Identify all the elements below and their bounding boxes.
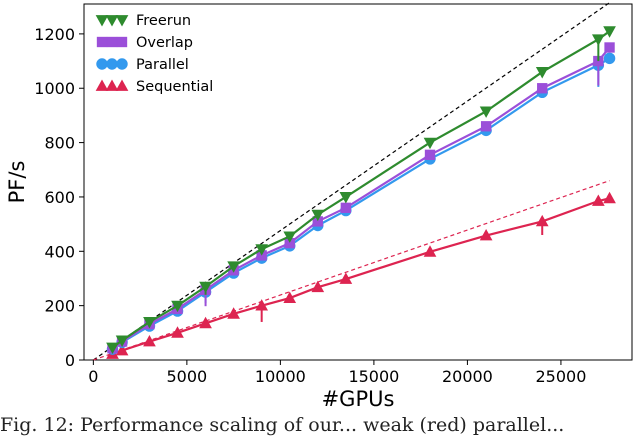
data-point-overlap: [340, 202, 352, 213]
legend-marker: [95, 15, 109, 27]
data-point-freerun: [171, 300, 184, 313]
legend: Freerun Overlap Parallel Sequential: [95, 13, 213, 95]
legend-marker: [106, 36, 118, 48]
data-point-freerun: [106, 342, 119, 355]
data-point-freerun: [423, 137, 437, 150]
series-parallel: [106, 52, 616, 355]
y-tick-label: 1000: [34, 79, 75, 98]
legend-marker: [95, 79, 109, 91]
y-tick-label: 0: [65, 351, 75, 370]
data-point-sequential: [339, 272, 353, 284]
legend-label: Sequential: [136, 79, 213, 95]
legend-marker: [116, 36, 128, 48]
y-axis-title: PF/s: [5, 161, 29, 204]
series-line-parallel: [111, 57, 611, 351]
x-tick-label: 20000: [442, 367, 493, 386]
legend-marker: [116, 58, 128, 70]
y-axis: 0 200 400 600 800 1000 1200: [34, 25, 84, 370]
data-point-sequential: [171, 326, 184, 338]
y-tick-label: 1200: [34, 25, 75, 44]
legend-item-sequential: Sequential: [95, 79, 213, 95]
data-point-sequential: [199, 316, 212, 329]
legend-item-overlap: Overlap: [96, 35, 193, 51]
y-tick-label: 200: [44, 297, 75, 316]
y-tick-label: 800: [44, 134, 75, 153]
data-point-overlap: [480, 121, 492, 132]
data-point-sequential: [535, 214, 549, 227]
data-point-sequential: [255, 299, 269, 311]
data-point-freerun: [479, 106, 493, 118]
series-layer: [106, 26, 616, 359]
data-point-sequential: [311, 280, 325, 293]
y-tick-label: 400: [44, 242, 75, 261]
x-tick-label: 0: [88, 367, 98, 386]
data-point-sequential: [143, 334, 156, 347]
figure-caption: Fig. 12: Performance scaling of our... w…: [0, 414, 565, 436]
legend-item-freerun: Freerun: [95, 13, 191, 29]
data-point-sequential: [603, 191, 616, 204]
data-point-freerun: [339, 192, 353, 204]
legend-item-parallel: Parallel: [96, 57, 189, 73]
data-point-freerun: [115, 335, 129, 347]
series-line-sequential: [112, 197, 610, 356]
legend-marker: [105, 15, 119, 27]
data-point-freerun: [199, 281, 212, 294]
data-point-sequential: [115, 343, 129, 356]
data-point-freerun: [311, 209, 325, 222]
legend-label: Freerun: [136, 13, 191, 29]
legend-marker: [96, 36, 108, 48]
x-tick-label: 25000: [535, 367, 586, 386]
data-point-sequential: [591, 194, 605, 206]
series-freerun: [106, 26, 616, 355]
plot-frame: [83, 3, 633, 361]
legend-marker: [115, 79, 129, 91]
chart: 0 5000 10000 15000 20000 25000 0 200 400 600 800 1…: [5, 2, 633, 411]
x-tick-label: 5000: [167, 367, 208, 386]
data-point-freerun: [143, 317, 156, 329]
x-tick-label: 10000: [255, 367, 306, 386]
legend-label: Parallel: [136, 57, 189, 73]
legend-marker: [96, 58, 108, 70]
x-tick-label: 15000: [348, 367, 399, 386]
data-point-freerun: [535, 67, 549, 79]
y-tick-label: 600: [44, 188, 75, 207]
legend-marker: [106, 58, 118, 70]
data-point-sequential: [283, 291, 297, 303]
data-point-freerun: [255, 244, 269, 256]
x-axis: 0 5000 10000 15000 20000 25000: [88, 360, 586, 386]
data-point-overlap: [537, 83, 548, 94]
data-point-overlap: [604, 42, 615, 53]
data-point-freerun: [591, 34, 605, 46]
legend-label: Overlap: [136, 35, 193, 51]
x-axis-title: #GPUs: [322, 387, 395, 411]
legend-marker: [105, 79, 119, 91]
data-point-sequential: [227, 307, 240, 319]
data-point-sequential: [479, 229, 493, 241]
data-point-freerun: [603, 26, 616, 38]
data-point-freerun: [283, 231, 297, 243]
series-sequential: [106, 191, 616, 359]
legend-marker: [115, 15, 129, 27]
data-point-freerun: [227, 261, 240, 273]
data-point-parallel: [603, 52, 616, 65]
data-point-overlap: [424, 149, 436, 160]
data-point-sequential: [423, 245, 437, 257]
